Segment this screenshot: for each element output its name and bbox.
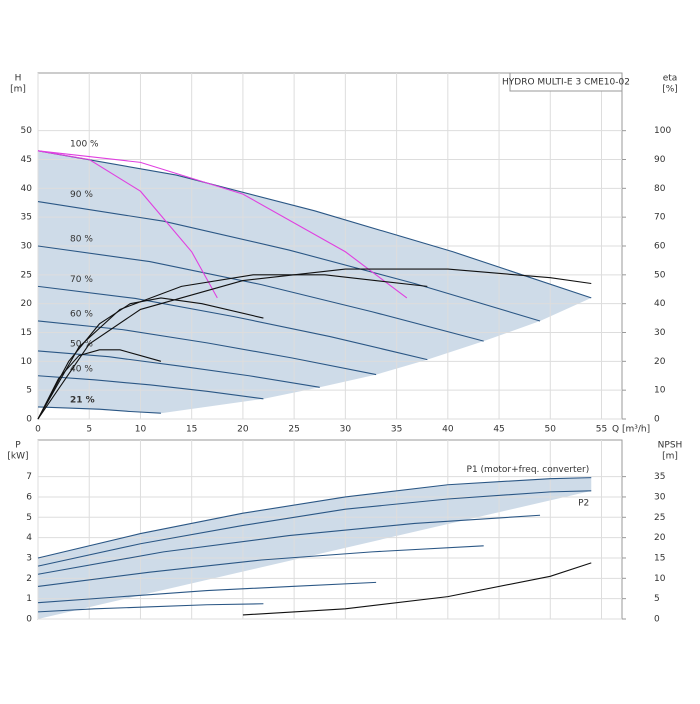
curve — [37, 274, 428, 420]
y2-tick-label: 35 — [654, 472, 665, 482]
y2-axis-label: NPSH — [658, 441, 683, 451]
curve — [37, 581, 377, 604]
y-tick-label: 3 — [26, 553, 32, 563]
operating-region — [38, 477, 592, 619]
y-tick-label: 45 — [21, 155, 32, 165]
curve — [37, 490, 592, 567]
y-tick-label: 15 — [21, 328, 32, 338]
y-tick-label: 5 — [26, 513, 32, 523]
y2-tick-label: 70 — [654, 213, 666, 223]
curve — [37, 150, 408, 299]
x-tick-label: 55 — [596, 425, 607, 435]
x-tick-label: 10 — [135, 425, 147, 435]
curve-label: 60 % — [70, 309, 93, 319]
y2-tick-label: 20 — [654, 357, 666, 367]
y-axis-unit: [m] — [10, 85, 26, 95]
y-tick-label: 20 — [21, 299, 33, 309]
y2-tick-label: 15 — [654, 553, 665, 563]
y-tick-label: 10 — [21, 357, 33, 367]
chart-title: HYDRO MULTI-E 3 CME10-02 — [502, 78, 630, 88]
y-tick-label: 50 — [21, 126, 33, 136]
y-tick-label: 5 — [26, 386, 32, 396]
curve — [37, 349, 162, 420]
x-tick-label: 20 — [237, 425, 249, 435]
y-tick-label: 0 — [26, 615, 32, 625]
curve — [37, 406, 161, 414]
curve — [37, 350, 320, 388]
curve — [37, 320, 377, 376]
y-tick-label: 30 — [21, 242, 33, 252]
y2-tick-label: 80 — [654, 184, 666, 194]
y2-tick-label: 60 — [654, 242, 666, 252]
curve — [37, 514, 541, 575]
x-tick-label: 40 — [442, 425, 454, 435]
y-tick-label: 25 — [21, 270, 32, 280]
y-axis-label: H — [15, 74, 22, 84]
curve — [37, 477, 592, 559]
y-tick-label: 2 — [26, 574, 32, 584]
x-tick-label: 30 — [340, 425, 352, 435]
y2-tick-label: 10 — [654, 386, 666, 396]
y2-tick-label: 90 — [654, 155, 666, 165]
x-tick-label: 50 — [545, 425, 557, 435]
x-tick-label: 25 — [288, 425, 299, 435]
x-tick-label: 5 — [86, 425, 92, 435]
curve — [37, 201, 541, 322]
y2-axis-label: eta — [663, 74, 678, 84]
curve-label: 90 % — [70, 190, 93, 200]
y2-tick-label: 40 — [654, 299, 666, 309]
curve — [37, 285, 428, 361]
y2-tick-label: 10 — [654, 574, 666, 584]
y-axis-unit: [kW] — [7, 452, 28, 462]
y-tick-label: 4 — [26, 533, 32, 543]
curve — [37, 545, 484, 588]
y2-tick-label: 25 — [654, 513, 665, 523]
y-tick-label: 40 — [21, 184, 33, 194]
curve-label: 40 % — [70, 364, 93, 374]
x-tick-label: 45 — [493, 425, 504, 435]
curve — [37, 150, 218, 299]
curve — [37, 297, 264, 420]
y2-tick-label: 30 — [654, 328, 666, 338]
y2-tick-label: 50 — [654, 270, 666, 280]
curve — [37, 150, 592, 299]
y-axis-label: P — [15, 441, 21, 451]
curve-label: 100 % — [70, 139, 99, 149]
y2-axis-unit: [m] — [662, 452, 678, 462]
y-tick-label: 35 — [21, 213, 32, 223]
x-tick-label: 35 — [391, 425, 402, 435]
curve-label: 21 % — [70, 395, 95, 405]
y-tick-label: 0 — [26, 415, 32, 425]
y2-tick-label: 20 — [654, 533, 666, 543]
y2-axis-unit: [%] — [662, 85, 678, 95]
operating-region — [38, 150, 592, 414]
curve — [37, 245, 484, 342]
curve-label: 80 % — [70, 235, 93, 245]
title-box — [509, 72, 623, 92]
y2-tick-label: 100 — [654, 126, 671, 136]
x-axis-label: Q [m³/h] — [612, 425, 650, 435]
y-tick-label: 1 — [26, 594, 32, 604]
y-tick-label: 7 — [26, 472, 32, 482]
y2-tick-label: 30 — [654, 492, 666, 502]
curve — [37, 375, 264, 400]
x-tick-label: 0 — [35, 425, 41, 435]
curve-label: 70 % — [70, 275, 93, 285]
y2-tick-label: 0 — [654, 415, 660, 425]
y2-tick-label: 5 — [654, 594, 660, 604]
curve — [37, 603, 264, 613]
y-tick-label: 6 — [26, 492, 32, 502]
x-tick-label: 15 — [186, 425, 197, 435]
y2-tick-label: 0 — [654, 615, 660, 625]
curve-label: P2 — [578, 498, 589, 508]
curve — [242, 562, 592, 616]
curve-label: P1 (motor+freq. converter) — [467, 465, 590, 475]
